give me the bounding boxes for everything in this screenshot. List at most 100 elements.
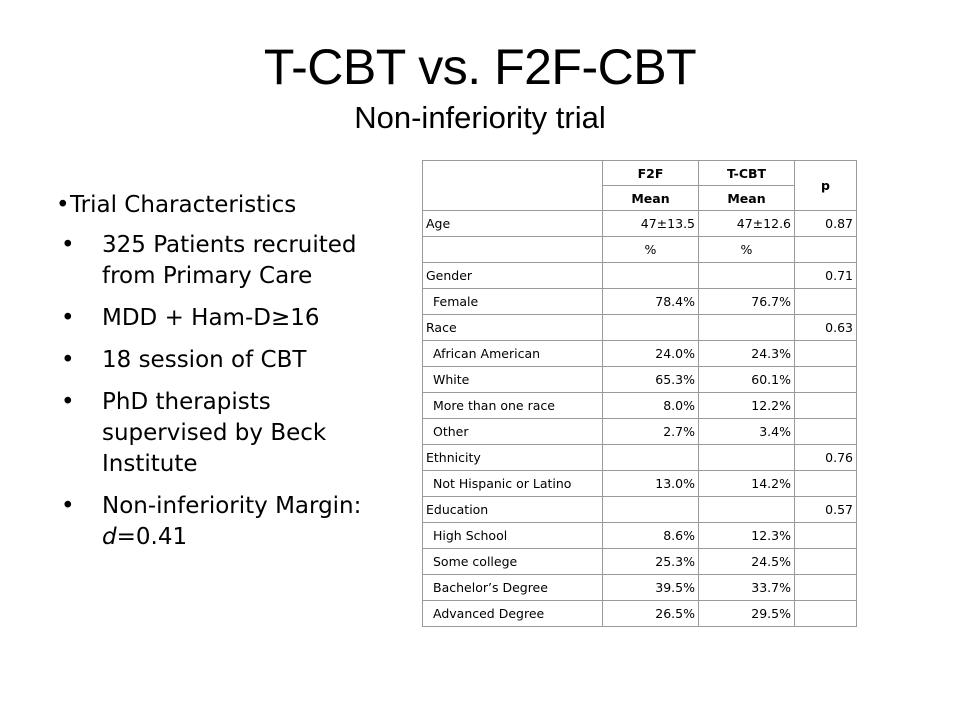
row-tcbt-value (698, 444, 795, 471)
margin-value: =0.41 (116, 524, 188, 550)
row-tcbt-value (698, 262, 795, 289)
row-p-value (794, 574, 857, 601)
row-p-value (794, 366, 857, 393)
row-f2f-value: % (602, 236, 699, 263)
table-row: White 65.3% 60.1% (422, 366, 857, 393)
table-row: Other 2.7% 3.4% (422, 418, 857, 445)
table-row: Some college 25.3% 24.5% (422, 548, 857, 575)
row-p-value (794, 288, 857, 315)
row-f2f-value: 13.0% (602, 470, 699, 497)
row-tcbt-value: 47±12.6 (698, 210, 795, 237)
row-label: Advanced Degree (422, 600, 603, 627)
row-f2f-value: 2.7% (602, 418, 699, 445)
table-row: Ethnicity 0.76 (422, 444, 857, 471)
row-label: Race (422, 314, 603, 341)
table-body: Age 47±13.5 47±12.6 0.87%% Gender 0.71 Female 7… (422, 210, 857, 627)
row-f2f-value: 25.3% (602, 548, 699, 575)
table-row: %% (422, 236, 857, 263)
row-tcbt-value (698, 496, 795, 523)
row-p-value (794, 340, 857, 367)
row-f2f-value: 78.4% (602, 288, 699, 315)
bullet-item-therapists: PhD therapists supervised by Beck Instit… (56, 387, 401, 480)
table-row: Advanced Degree 26.5% 29.5% (422, 600, 857, 627)
table-subheader-row: Mean Mean (423, 185, 857, 211)
row-f2f-value (602, 496, 699, 523)
row-p-value: 0.57 (794, 496, 857, 523)
row-tcbt-value: 14.2% (698, 470, 795, 497)
row-f2f-value: 47±13.5 (602, 210, 699, 237)
table-row: Age 47±13.5 47±12.6 0.87 (422, 210, 857, 237)
header-tcbt: T-CBT (698, 160, 795, 186)
row-tcbt-value: % (698, 236, 795, 263)
row-f2f-value: 39.5% (602, 574, 699, 601)
row-f2f-value (602, 262, 699, 289)
row-label: African American (422, 340, 603, 367)
row-tcbt-value: 60.1% (698, 366, 795, 393)
table-header-row: F2F T-CBT p (422, 160, 857, 211)
trial-characteristics-list: Trial Characteristics 325 Patients recru… (56, 190, 401, 564)
table-row: Race 0.63 (422, 314, 857, 341)
row-tcbt-value: 24.5% (698, 548, 795, 575)
row-label: More than one race (422, 392, 603, 419)
row-label: Education (422, 496, 603, 523)
row-f2f-value: 26.5% (602, 600, 699, 627)
row-p-value (794, 392, 857, 419)
row-p-value (794, 522, 857, 549)
bullet-item-diagnosis: MDD + Ham-D≥16 (56, 303, 401, 334)
table-row: Bachelor’s Degree 39.5% 33.7% (422, 574, 857, 601)
row-p-value: 0.87 (794, 210, 857, 237)
table-row: Not Hispanic or Latino 13.0% 14.2% (422, 470, 857, 497)
table-row: Education 0.57 (422, 496, 857, 523)
row-p-value (794, 418, 857, 445)
header-mean-tcbt: Mean (698, 185, 795, 211)
row-tcbt-value: 33.7% (698, 574, 795, 601)
bullet-heading: Trial Characteristics (56, 190, 401, 221)
characteristics-table-wrap: F2F T-CBT p Mean Mean Age 47±13.5 47±12.6 0… (422, 160, 857, 627)
row-f2f-value: 8.6% (602, 522, 699, 549)
table-row: Gender 0.71 (422, 262, 857, 289)
table-row: High School 8.6% 12.3% (422, 522, 857, 549)
row-label: Not Hispanic or Latino (422, 470, 603, 497)
row-label: Gender (422, 262, 603, 289)
row-f2f-value: 24.0% (602, 340, 699, 367)
row-f2f-value: 65.3% (602, 366, 699, 393)
row-label (422, 236, 603, 263)
row-p-value: 0.63 (794, 314, 857, 341)
row-p-value: 0.71 (794, 262, 857, 289)
bullet-item-margin: Non-inferiority Margin: d=0.41 (56, 491, 401, 553)
row-label: Female (422, 288, 603, 315)
row-p-value (794, 470, 857, 497)
bullet-item-patients: 325 Patients recruited from Primary Care (56, 230, 401, 292)
slide-title: T-CBT vs. F2F-CBT (263, 39, 697, 95)
slide-subtitle: Non-inferiority trial (354, 100, 606, 135)
row-tcbt-value: 12.3% (698, 522, 795, 549)
header-empty-cell (422, 160, 603, 211)
row-p-value: 0.76 (794, 444, 857, 471)
row-tcbt-value: 76.7% (698, 288, 795, 315)
row-label: Age (422, 210, 603, 237)
row-tcbt-value (698, 314, 795, 341)
row-p-value (794, 600, 857, 627)
slide-title-block: T-CBT vs. F2F-CBT Non-inferiority trial (0, 38, 960, 136)
row-f2f-value: 8.0% (602, 392, 699, 419)
header-f2f: F2F (602, 160, 699, 186)
header-mean-f2f: Mean (602, 185, 699, 211)
row-tcbt-value: 29.5% (698, 600, 795, 627)
header-p: p (794, 160, 857, 211)
bullet-item-sessions: 18 session of CBT (56, 345, 401, 376)
row-label: Some college (422, 548, 603, 575)
row-p-value (794, 236, 857, 263)
table-row: African American 24.0% 24.3% (422, 340, 857, 367)
row-tcbt-value: 24.3% (698, 340, 795, 367)
characteristics-table: F2F T-CBT p Mean Mean Age 47±13.5 47±12.6 0… (422, 160, 857, 627)
row-tcbt-value: 3.4% (698, 418, 795, 445)
margin-prefix: Non-inferiority Margin: (102, 493, 362, 519)
table-row: Female 78.4% 76.7% (422, 288, 857, 315)
row-tcbt-value: 12.2% (698, 392, 795, 419)
table-row: More than one race 8.0% 12.2% (422, 392, 857, 419)
row-label: High School (422, 522, 603, 549)
row-label: Ethnicity (422, 444, 603, 471)
margin-variable: d (102, 524, 117, 550)
row-label: Bachelor’s Degree (422, 574, 603, 601)
row-label: White (422, 366, 603, 393)
